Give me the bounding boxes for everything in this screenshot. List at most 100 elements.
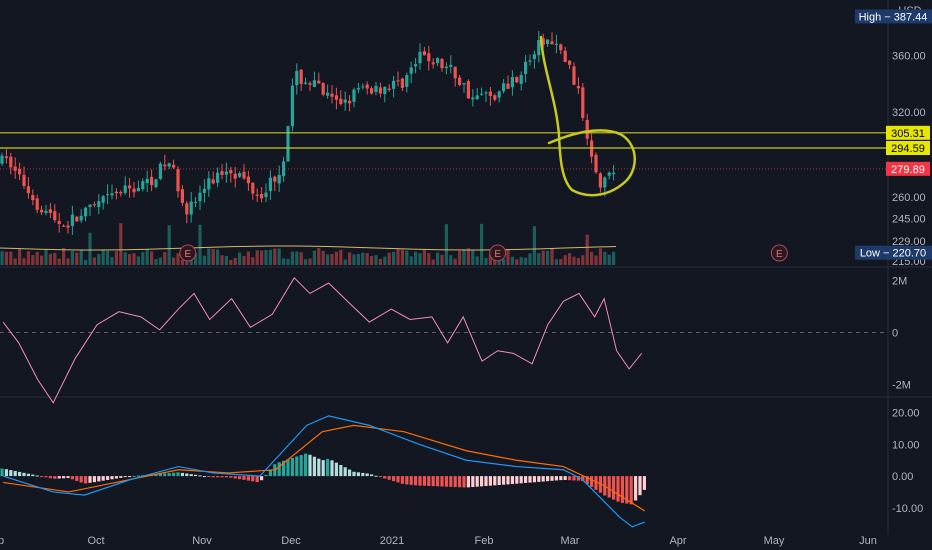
macd-histogram-bar bbox=[581, 476, 585, 482]
candle-body bbox=[418, 51, 422, 64]
candle-body bbox=[9, 156, 13, 168]
candle-body bbox=[409, 67, 413, 74]
volume-bar bbox=[136, 256, 140, 265]
candle-body bbox=[128, 185, 132, 189]
candle-body bbox=[141, 181, 145, 190]
candle-body bbox=[326, 92, 330, 96]
macd-histogram-bar bbox=[475, 476, 479, 487]
macd-histogram-bar bbox=[255, 476, 259, 483]
volume-bar bbox=[541, 250, 545, 265]
candle-body bbox=[277, 174, 281, 184]
macd-histogram-bar bbox=[194, 474, 198, 477]
volume-bar bbox=[326, 254, 330, 265]
macd-histogram-bar bbox=[326, 458, 330, 477]
macd-histogram-bar bbox=[264, 474, 268, 477]
volume-bar bbox=[317, 248, 321, 265]
price-axis-tick: 320.00 bbox=[892, 107, 926, 119]
candle-body bbox=[251, 182, 255, 194]
macd-histogram-bar bbox=[132, 475, 136, 477]
candle-body bbox=[568, 60, 572, 65]
macd-histogram-bar bbox=[409, 476, 413, 485]
candle-body bbox=[84, 207, 88, 217]
macd-histogram-bar bbox=[9, 470, 13, 477]
volume-bar bbox=[255, 250, 259, 265]
volume-bar bbox=[449, 255, 453, 265]
macd-histogram-bar bbox=[612, 476, 616, 500]
candle-body bbox=[229, 169, 233, 174]
volume-bar bbox=[277, 248, 281, 265]
volume-bar bbox=[506, 249, 510, 265]
volume-bar bbox=[581, 255, 585, 265]
candle-body bbox=[242, 171, 246, 179]
macd-histogram-bar bbox=[440, 476, 444, 487]
macd-histogram-bar bbox=[392, 476, 396, 482]
macd-histogram-bar bbox=[519, 476, 523, 484]
volume-bar bbox=[198, 224, 202, 265]
candle-body bbox=[343, 99, 347, 103]
volume-bar bbox=[418, 253, 422, 265]
volume-bar bbox=[13, 258, 17, 265]
macd-histogram-bar bbox=[554, 476, 558, 481]
volume-bar bbox=[163, 251, 167, 265]
candle-body bbox=[603, 177, 607, 188]
macd-histogram-bar bbox=[537, 476, 541, 482]
volume-bar bbox=[18, 249, 22, 265]
earnings-marker-letter: E bbox=[776, 249, 783, 260]
macd-histogram-bar bbox=[374, 475, 378, 477]
macd-histogram-bar bbox=[524, 476, 528, 483]
macd-histogram-bar bbox=[312, 456, 316, 477]
macd-histogram-bar bbox=[502, 476, 506, 485]
macd-histogram-bar bbox=[422, 476, 426, 486]
volume-bar bbox=[453, 258, 457, 265]
macd-histogram-bar bbox=[185, 473, 189, 477]
candle-body bbox=[145, 178, 149, 184]
volume-bar bbox=[92, 257, 96, 265]
volume-bar bbox=[132, 253, 136, 265]
macd-histogram-bar bbox=[251, 476, 255, 482]
candle-body bbox=[70, 214, 74, 226]
candle-body bbox=[233, 173, 237, 179]
macd-histogram-bar bbox=[106, 476, 110, 480]
candle-body bbox=[436, 58, 440, 64]
oscillator-line bbox=[2, 277, 643, 404]
volume-bar bbox=[537, 253, 541, 265]
volume-bar bbox=[216, 249, 220, 265]
volume-bar bbox=[172, 257, 176, 265]
macd-histogram-bar bbox=[282, 460, 286, 477]
macd-histogram-bar bbox=[585, 476, 589, 485]
horizontal-line-label: 294.59 bbox=[891, 143, 925, 155]
candle-body bbox=[31, 195, 35, 201]
volume-bar bbox=[233, 257, 237, 265]
volume-bar bbox=[4, 251, 8, 265]
candle-body bbox=[576, 86, 580, 89]
candle-body bbox=[484, 92, 488, 94]
candle-body bbox=[537, 40, 541, 56]
last-price-label-bg bbox=[886, 161, 930, 176]
candle-body bbox=[273, 176, 277, 182]
volume-bar bbox=[444, 224, 448, 265]
candle-body bbox=[101, 196, 105, 203]
candle-body bbox=[440, 58, 444, 69]
macd-histogram-bar bbox=[295, 456, 299, 477]
macd-histogram-bar bbox=[304, 453, 308, 477]
candle-body bbox=[554, 43, 558, 45]
volume-bar bbox=[458, 250, 462, 265]
candle-body bbox=[304, 82, 308, 84]
volume-bar bbox=[519, 257, 523, 265]
macd-histogram-bar bbox=[339, 464, 343, 477]
volume-bar bbox=[365, 253, 369, 265]
volume-bar bbox=[554, 259, 558, 265]
macd-histogram-bar bbox=[62, 476, 66, 479]
macd-histogram-bar bbox=[629, 476, 633, 505]
candle-body bbox=[321, 82, 325, 95]
hand-drawn-annotation bbox=[539, 35, 636, 197]
macd-histogram-bar bbox=[18, 471, 22, 477]
macd-histogram-bar bbox=[607, 476, 611, 498]
volume-bar bbox=[114, 251, 118, 265]
macd-histogram-bar bbox=[35, 475, 39, 477]
volume-bar bbox=[22, 258, 26, 265]
macd-axis-tick: 0.00 bbox=[892, 471, 913, 483]
volume-bar bbox=[194, 253, 198, 265]
earnings-marker-circle bbox=[179, 244, 197, 262]
